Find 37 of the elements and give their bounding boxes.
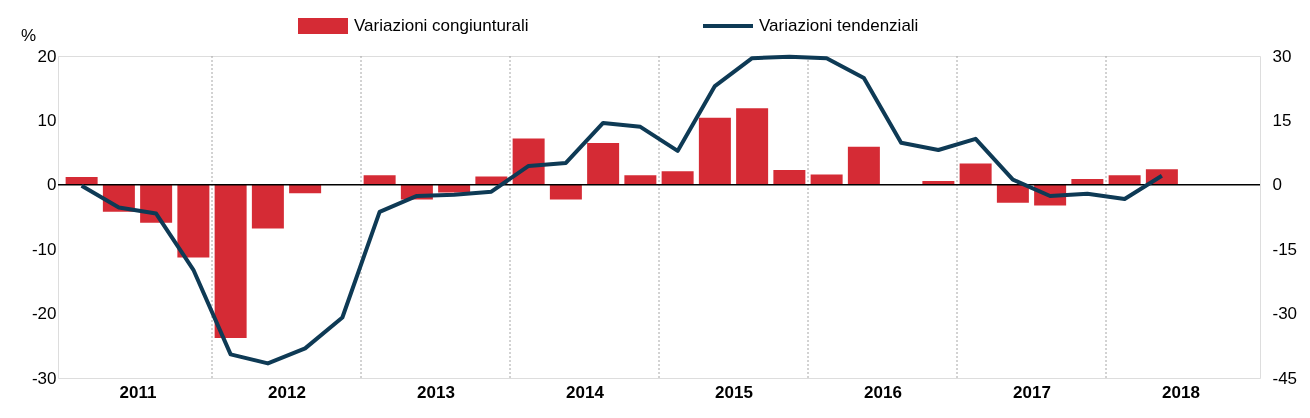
bar bbox=[959, 163, 992, 185]
x-tick-label: 2012 bbox=[268, 382, 306, 402]
bar bbox=[773, 169, 806, 185]
legend-label: Variazioni tendenziali bbox=[759, 16, 919, 35]
bar bbox=[177, 184, 210, 258]
y2-tick-label: 0 bbox=[1272, 175, 1282, 195]
bar bbox=[549, 184, 582, 200]
bar bbox=[251, 184, 284, 229]
y2-tick-label: -30 bbox=[1272, 304, 1298, 324]
bar bbox=[810, 174, 843, 185]
bar bbox=[996, 184, 1029, 203]
y2-tick-label: 15 bbox=[1272, 110, 1292, 130]
y-tick-label: -30 bbox=[31, 368, 57, 388]
x-tick-label: 2011 bbox=[119, 382, 157, 402]
y-tick-label: 0 bbox=[47, 175, 57, 195]
y2-tick-label: -45 bbox=[1272, 368, 1298, 388]
bar bbox=[661, 171, 694, 185]
bar bbox=[698, 117, 731, 185]
y-tick-label: -10 bbox=[31, 239, 57, 259]
bar bbox=[847, 146, 880, 185]
x-tick-label: 2017 bbox=[1013, 382, 1051, 402]
y-axis-title: % bbox=[20, 25, 37, 45]
x-tick-label: 2013 bbox=[417, 382, 455, 402]
x-tick-label: 2015 bbox=[715, 382, 753, 402]
legend-label: Variazioni congiunturali bbox=[354, 16, 529, 35]
y-tick-label: -20 bbox=[31, 304, 57, 324]
bar bbox=[214, 184, 247, 339]
line-series bbox=[79, 54, 1164, 366]
y-tick-label: 20 bbox=[37, 46, 57, 66]
x-tick-label: 2018 bbox=[1162, 382, 1200, 402]
y2-tick-label: -15 bbox=[1272, 239, 1298, 259]
y-tick-label: 10 bbox=[37, 110, 57, 130]
bar bbox=[736, 108, 769, 185]
x-tick-label: 2014 bbox=[566, 382, 605, 402]
y2-tick-label: 30 bbox=[1272, 46, 1292, 66]
x-tick-label: 2016 bbox=[864, 382, 902, 402]
bar bbox=[587, 142, 620, 185]
